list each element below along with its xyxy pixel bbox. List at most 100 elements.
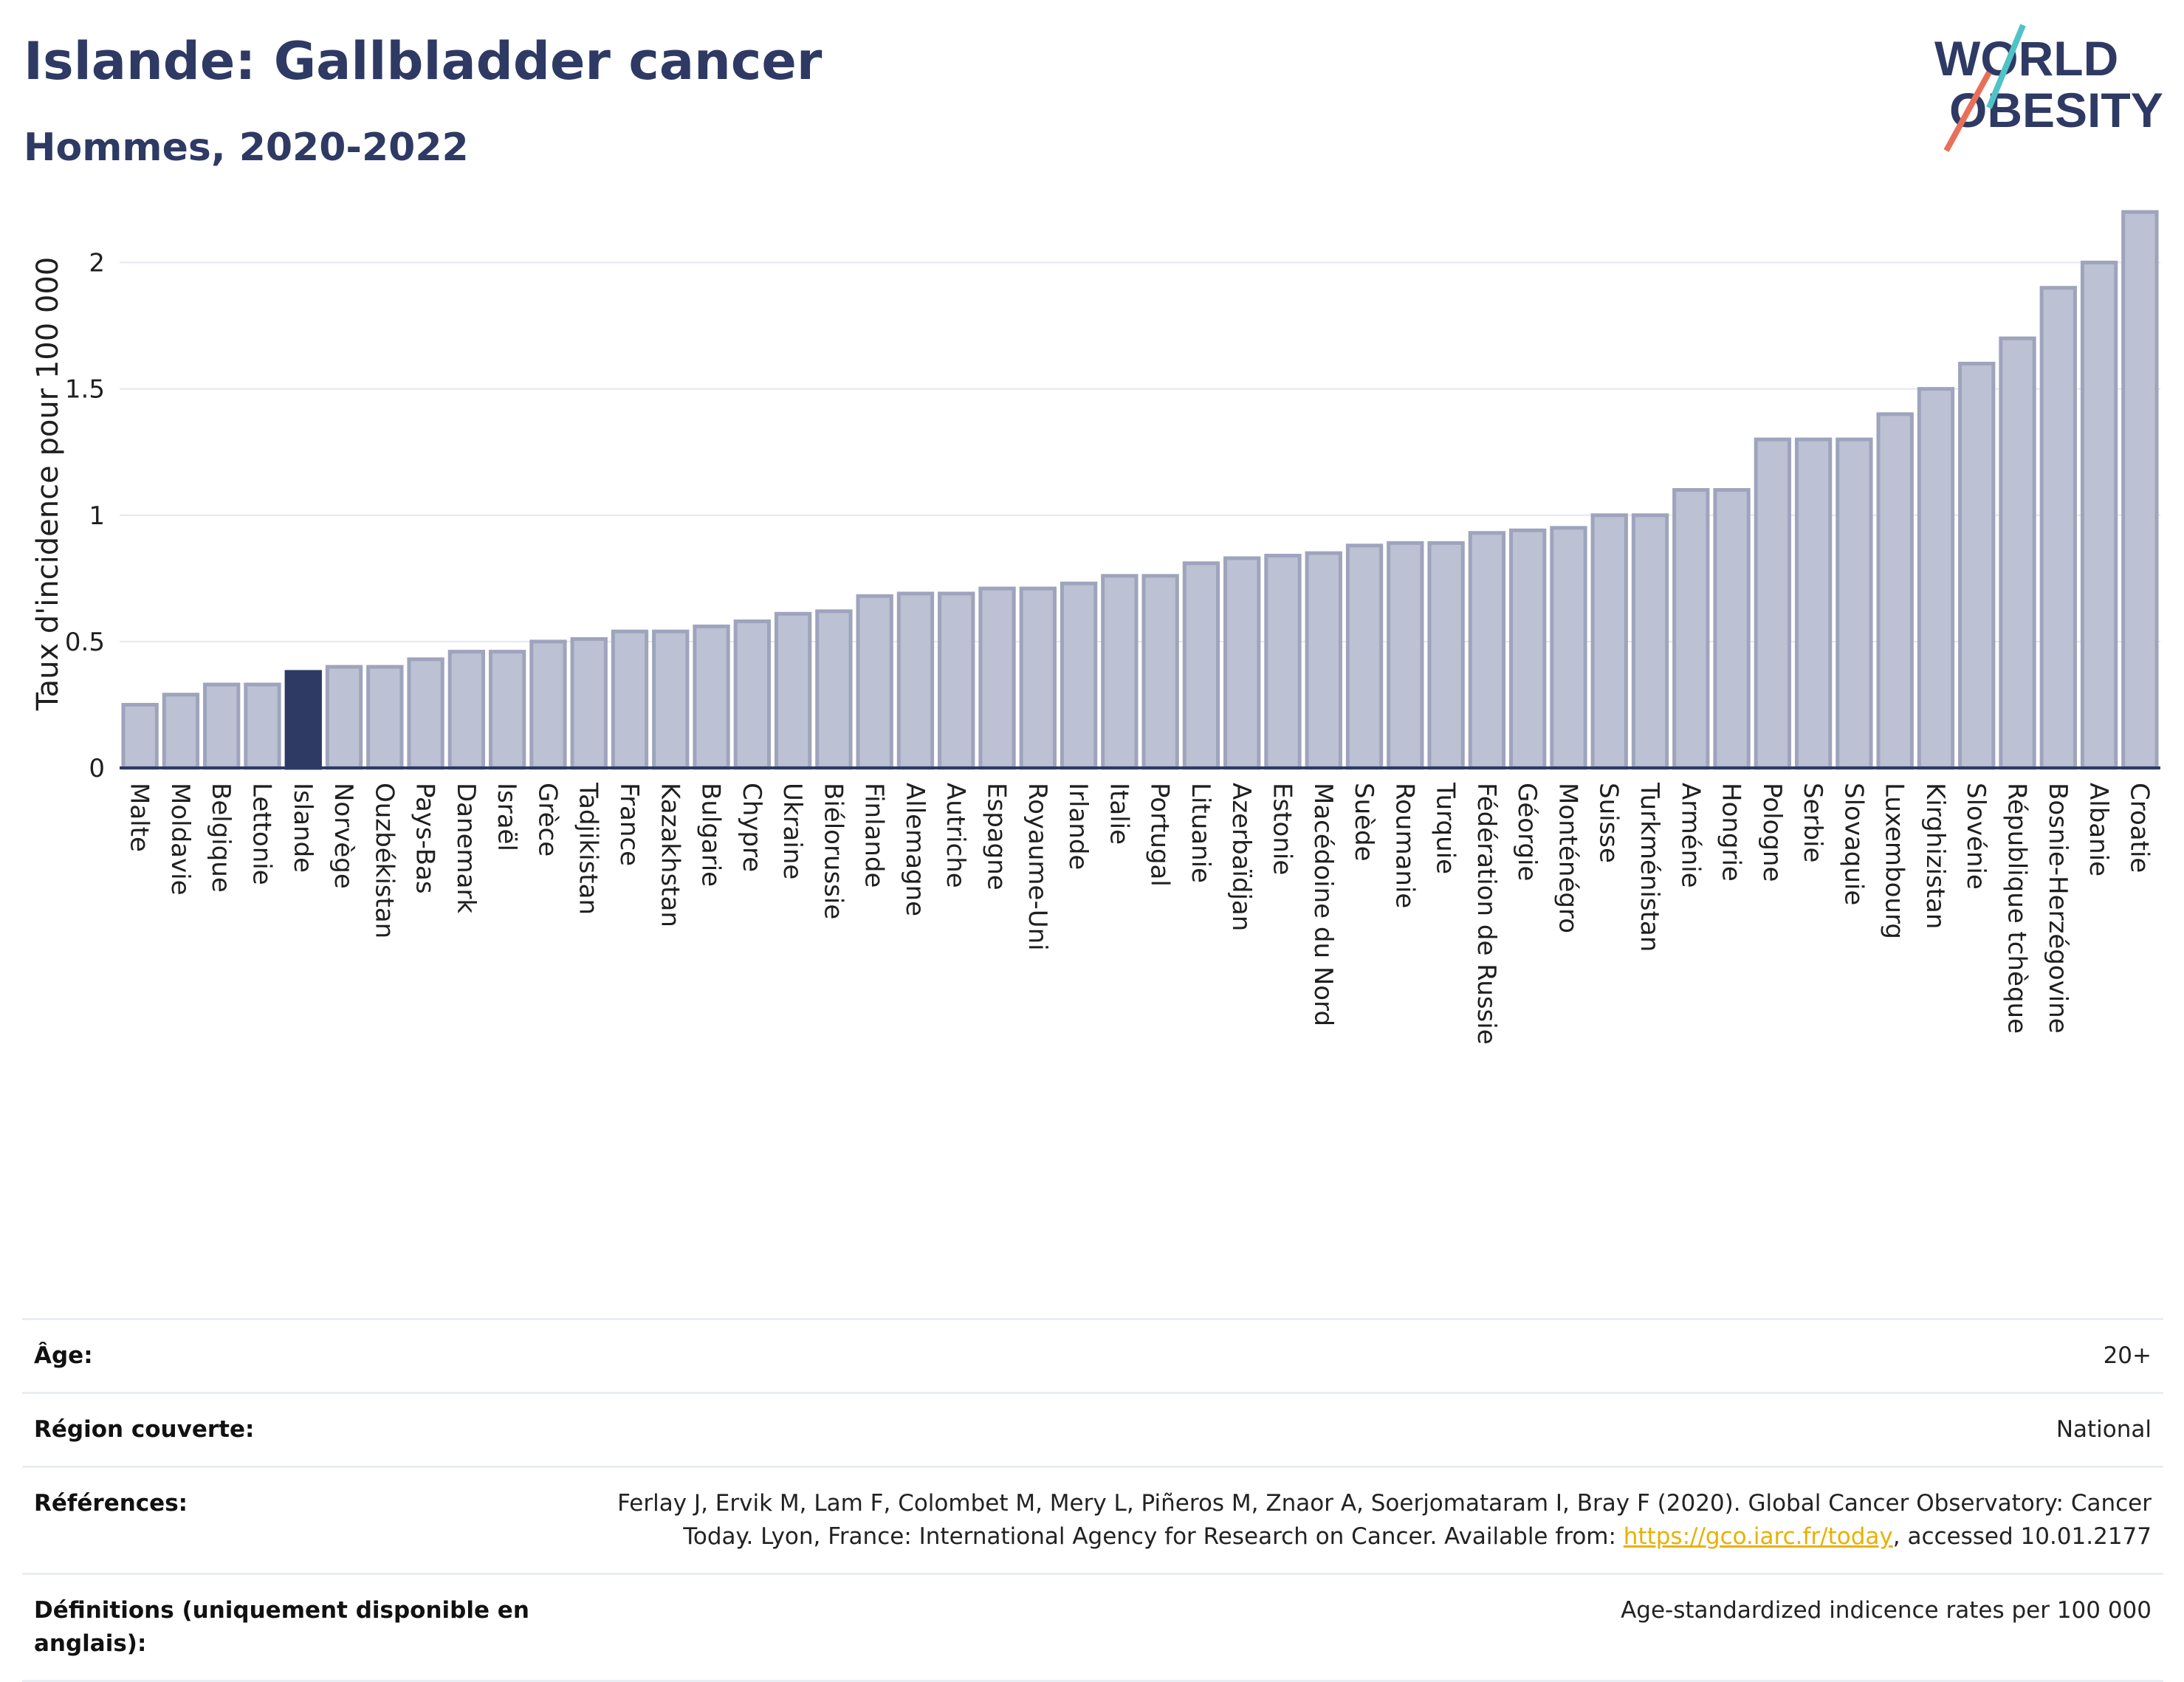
page-subtitle: Hommes, 2020-2022: [24, 126, 469, 170]
x-tick-label: Norvège: [329, 783, 358, 889]
y-axis-title: Taux d'incidence pour 100 000: [31, 257, 65, 711]
bar-irlande: [1060, 581, 1098, 770]
x-tick-label: Fédération de Russie: [1472, 783, 1501, 1045]
x-tick-label: Azerbaïdjan: [1226, 783, 1256, 931]
x-tick-label: Portugal: [1145, 783, 1175, 887]
bar-chart: Malte Moldavie Belgique Lettonie Islande Norv…: [31, 210, 2160, 1045]
x-tick-label: Roumanie: [1390, 783, 1419, 908]
bar-biélorussie: [815, 609, 853, 770]
x-tick-label: Allemagne: [900, 783, 930, 916]
references-label: Références:: [34, 1489, 188, 1517]
bar-chypre: [733, 619, 772, 770]
x-tick-label: Pays-Bas: [411, 783, 440, 894]
x-tick-label: Chypre: [737, 783, 766, 872]
references-accessed: , accessed 10.01.2177: [1892, 1523, 2152, 1550]
x-axis: Malte Moldavie Belgique Lettonie Islande Norv…: [120, 766, 2160, 1045]
age-label: Âge:: [34, 1342, 93, 1369]
x-tick-label: Lettonie: [247, 783, 276, 885]
region-label: Région couverte:: [34, 1415, 255, 1443]
bar-arménie: [1672, 488, 1710, 770]
bar-italie: [1101, 574, 1139, 770]
x-tick-label: Kazakhstan: [655, 783, 684, 927]
info-row-region: Région couverte: National: [22, 1391, 2163, 1466]
x-tick-label: République tchèque: [2002, 783, 2032, 1034]
bar-grèce: [529, 639, 567, 770]
logo-slash-coral: [1943, 71, 1992, 152]
x-tick-label: Pologne: [1757, 783, 1787, 882]
bar-ouzbékistan: [366, 665, 404, 770]
x-tick-label: Espagne: [982, 783, 1012, 890]
bar-islande: [284, 670, 322, 770]
bar-turkménistan: [1631, 513, 1669, 770]
x-tick-label: Hongrie: [1717, 783, 1746, 882]
bar-estonie: [1264, 554, 1302, 770]
x-tick-label: Suède: [1349, 783, 1378, 862]
bar-lettonie: [244, 682, 281, 770]
bar-serbie: [1794, 437, 1833, 770]
references-value: Ferlay J, Ervik M, Lam F, Colombet M, Me…: [564, 1487, 2152, 1554]
x-tick-label: Finlande: [859, 783, 889, 888]
bar-portugal: [1141, 574, 1179, 770]
bar-norvège: [325, 665, 363, 770]
x-tick-label: Bosnie-Herzégovine: [2043, 783, 2073, 1034]
bar-fédération-de-russie: [1468, 531, 1506, 770]
bar-roumanie: [1387, 540, 1424, 770]
bar-ukraine: [774, 611, 812, 770]
x-tick-label: Serbie: [1798, 783, 1827, 862]
x-tick-label: Moldavie: [165, 783, 195, 896]
bar-kirghizistan: [1917, 387, 1955, 770]
x-tick-label: Croatie: [2124, 783, 2154, 873]
bar-luxembourg: [1876, 412, 1914, 770]
references-link[interactable]: https://gco.iarc.fr/today: [1623, 1523, 1893, 1550]
x-tick-label: Belgique: [206, 783, 236, 893]
y-tick-label: 0: [89, 754, 105, 783]
bar-pologne: [1754, 437, 1792, 770]
bar-slovénie: [1958, 361, 1996, 770]
logo-line2: OBESITY: [1949, 83, 2163, 137]
bar-république-tchèque: [1999, 336, 2036, 770]
bar-suède: [1345, 543, 1384, 770]
x-tick-label: Monténégro: [1553, 783, 1582, 933]
x-tick-label: Bulgarie: [696, 783, 726, 887]
x-tick-label: Slovaquie: [1838, 783, 1868, 905]
x-tick-label: Autriche: [941, 783, 970, 888]
bars: [121, 210, 2159, 770]
definitions-label: Définitions (uniquement disponible en an…: [34, 1596, 529, 1657]
info-table: Âge: 20+ Région couverte: National Référ…: [22, 1318, 2163, 1682]
bar-lituanie: [1182, 561, 1220, 770]
definitions-value: Age-standardized indicence rates per 100…: [1621, 1596, 2152, 1624]
bar-monténégro: [1550, 526, 1587, 770]
bar-azerbaïdjan: [1223, 556, 1261, 770]
x-tick-label: Danemark: [451, 783, 481, 913]
x-tick-label: Islande: [288, 783, 317, 873]
region-value: National: [2056, 1415, 2152, 1443]
bar-malte: [121, 702, 159, 770]
bar-bulgarie: [693, 624, 730, 770]
info-row-definitions: Définitions (uniquement disponible en an…: [22, 1572, 2163, 1682]
page-title: Islande: Gallbladder cancer: [24, 31, 823, 92]
x-tick-label: Royaume-Uni: [1023, 783, 1052, 951]
bar-géorgie: [1508, 528, 1547, 770]
x-tick-label: Tadjikistan: [574, 782, 603, 915]
bar-finlande: [856, 594, 893, 770]
bar-albanie: [2080, 261, 2118, 770]
bar-espagne: [978, 586, 1016, 770]
bar-moldavie: [162, 693, 200, 770]
x-tick-label: Luxembourg: [1880, 783, 1909, 939]
x-tick-label: Israël: [492, 783, 521, 851]
x-tick-label: Turkménistan: [1635, 782, 1664, 952]
world-obesity-logo: WORLD OBESITY: [1934, 24, 2163, 152]
x-tick-label: Arménie: [1675, 783, 1705, 888]
bar-allemagne: [896, 591, 935, 770]
x-tick-label: Kirghizistan: [1920, 783, 1950, 929]
x-tick-label: Ukraine: [777, 783, 807, 879]
logo-slash-teal: [1986, 24, 2026, 109]
bar-macédoine-du-nord: [1305, 551, 1342, 770]
y-tick-label: 1: [89, 501, 105, 531]
x-tick-label: Ouzbékistan: [369, 783, 399, 938]
references-text: Ferlay J, Ervik M, Lam F, Colombet M, Me…: [617, 1489, 2152, 1550]
x-tick-label: Malte: [125, 783, 154, 852]
x-tick-label: Albanie: [2084, 783, 2113, 876]
bar-royaume-uni: [1019, 586, 1057, 770]
bar-kazakhstan: [652, 629, 690, 770]
